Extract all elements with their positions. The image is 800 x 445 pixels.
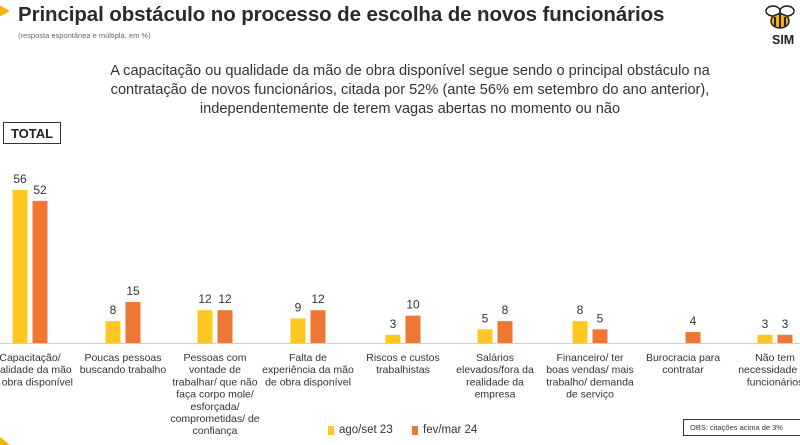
category-label: Riscos e custos trabalhistas bbox=[366, 352, 440, 376]
data-label-series2: 12 bbox=[218, 292, 232, 306]
page-subtitle: (resposta espontânea e múltipla, em %) bbox=[18, 31, 151, 40]
category-label: Burocracia para contratar bbox=[646, 352, 720, 376]
summary-line: A capacitação ou qualidade da mão de obr… bbox=[110, 63, 710, 79]
corner-accent-icon bbox=[0, 437, 10, 445]
bar-series2 bbox=[125, 302, 141, 343]
legend-swatch-series2 bbox=[412, 425, 418, 435]
data-label-series1: 9 bbox=[295, 300, 302, 314]
data-label-series1: 5 bbox=[482, 311, 489, 325]
bar-series2 bbox=[685, 332, 701, 343]
bee-logo-icon bbox=[765, 5, 795, 29]
bar-series2 bbox=[32, 200, 48, 343]
bar-series1 bbox=[385, 334, 401, 343]
bar-series1 bbox=[572, 321, 588, 343]
category-label: Poucas pessoas buscando trabalho bbox=[80, 352, 167, 376]
data-label-series2: 4 bbox=[690, 314, 697, 328]
legend-label-series1: ago/set 23 bbox=[339, 424, 393, 436]
bar-series1 bbox=[197, 310, 213, 343]
data-label-series2: 5 bbox=[597, 311, 604, 325]
obs-note: OBS: citações acima de 3% bbox=[683, 419, 800, 436]
bar-series2 bbox=[405, 315, 421, 343]
data-label-series1: 3 bbox=[762, 317, 769, 331]
category-label: Falta de experiência da mão de obra dispon… bbox=[262, 352, 354, 388]
summary-line: independentemente de terem vagas abertas… bbox=[199, 101, 621, 117]
data-label-series2: 52 bbox=[33, 183, 47, 197]
bar-series2 bbox=[592, 329, 608, 343]
data-label-series2: 15 bbox=[126, 284, 140, 298]
logo-text: SIM bbox=[772, 33, 795, 47]
data-label-series2: 12 bbox=[311, 292, 325, 306]
legend-item-series2: fev/mar 24 bbox=[412, 424, 477, 436]
bar-series2 bbox=[777, 334, 793, 343]
bar-series1 bbox=[105, 321, 121, 343]
legend-swatch-series1 bbox=[328, 425, 334, 435]
page-title: Principal obstáculo no processo de escol… bbox=[18, 3, 665, 26]
bar-series1 bbox=[477, 329, 493, 343]
bar-series2 bbox=[310, 310, 326, 343]
category-label: Financeiro/ ter boas vendas/ mais trabalho… bbox=[546, 352, 634, 401]
bar-series2 bbox=[217, 310, 233, 343]
summary-line: contratação de novos funcionários, citad… bbox=[110, 82, 710, 98]
data-label-series2: 10 bbox=[406, 298, 420, 312]
data-label-series1: 56 bbox=[13, 172, 27, 186]
legend-label-series2: fev/mar 24 bbox=[423, 424, 478, 436]
data-label-series1: 12 bbox=[198, 292, 212, 306]
data-label-series2: 3 bbox=[782, 317, 789, 331]
bar-series2 bbox=[497, 321, 513, 343]
title-accent-icon bbox=[0, 5, 10, 17]
data-label-series1: 3 bbox=[390, 317, 397, 331]
data-label-series1: 8 bbox=[110, 303, 117, 317]
legend-item-series1: ago/set 23 bbox=[328, 424, 393, 436]
summary-text: A capacitação ou qualidade da mão de obr… bbox=[40, 62, 780, 119]
data-label-series2: 8 bbox=[502, 303, 509, 317]
bar-series1 bbox=[12, 190, 28, 343]
total-label: TOTAL bbox=[3, 122, 61, 144]
bar-series1 bbox=[757, 334, 773, 343]
category-label: Salários elevados/fora da realidade da empr… bbox=[456, 352, 534, 401]
bar-series1 bbox=[290, 318, 306, 343]
data-label-series1: 8 bbox=[577, 303, 584, 317]
category-label: Pessoas com vontade de trabalhar/ que não f… bbox=[170, 352, 259, 437]
